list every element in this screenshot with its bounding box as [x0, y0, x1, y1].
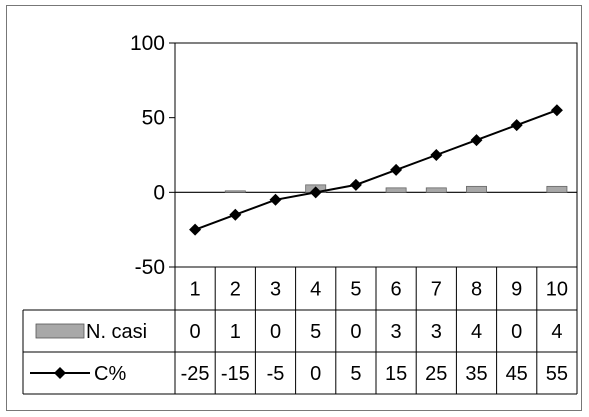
- category-label: 4: [310, 279, 321, 301]
- category-label: 8: [471, 279, 482, 301]
- table-cell: 0: [350, 321, 361, 343]
- data-point: [269, 193, 282, 206]
- plot-border: [174, 42, 578, 268]
- table-cell: 35: [465, 363, 487, 385]
- y-tick-label: 100: [130, 32, 165, 55]
- table-cell: 25: [425, 363, 447, 385]
- data-point: [229, 208, 242, 221]
- category-label: 3: [270, 279, 281, 301]
- y-axis: 100 50 0 -50: [130, 32, 175, 279]
- plot-area: [174, 42, 578, 268]
- bar: [224, 190, 246, 193]
- category-label: 7: [431, 279, 442, 301]
- data-point: [430, 149, 443, 161]
- category-label: 6: [391, 279, 402, 301]
- bar: [385, 187, 407, 193]
- table-cell: -25: [181, 363, 210, 385]
- data-point: [510, 119, 523, 132]
- data-point: [470, 134, 483, 147]
- table-cell: 55: [546, 363, 568, 385]
- legend-key-bar: [35, 323, 85, 339]
- table-cell: 0: [310, 363, 321, 385]
- chart-frame: [6, 5, 582, 411]
- table-cell: 0: [511, 321, 522, 343]
- table-cell: 5: [350, 363, 361, 385]
- table-cell: -5: [267, 363, 285, 385]
- table-cell: 0: [190, 321, 201, 343]
- data-point: [349, 178, 362, 191]
- series-line: [194, 109, 558, 231]
- category-label: 10: [546, 279, 568, 301]
- bar: [466, 185, 487, 193]
- bar: [425, 187, 447, 193]
- bar: [546, 185, 568, 193]
- table-cell: 5: [310, 321, 321, 343]
- table-cell: 15: [385, 363, 407, 385]
- table-cell: 3: [391, 321, 402, 343]
- category-label: 9: [511, 279, 522, 301]
- table-cell: 4: [471, 321, 482, 343]
- table-cell: 3: [431, 321, 442, 343]
- data-point: [309, 186, 322, 199]
- y-tick-label: -50: [135, 256, 165, 279]
- category-label: 2: [230, 279, 241, 301]
- legend-label: N. casi: [86, 321, 147, 343]
- table-cell: 1: [230, 321, 241, 343]
- y-tick-label: 0: [153, 181, 165, 204]
- category-label: 5: [350, 279, 361, 301]
- category-label: 1: [190, 279, 201, 301]
- table-cell: 4: [551, 321, 562, 343]
- y-tick-label: 50: [142, 107, 165, 130]
- legend-label: C%: [94, 363, 126, 385]
- legend-key-marker: [54, 367, 66, 379]
- table-cell: 0: [270, 321, 281, 343]
- data-point: [390, 163, 403, 176]
- data-point: [550, 104, 563, 117]
- table-cell: 45: [506, 363, 528, 385]
- data-table: 1 2 3 4 5 6 7 8 9 10N. casi 0 1 0 5 0 3 3 4 0 4C% -25 -15 -5 0 5…: [22, 266, 578, 395]
- data-point: [189, 223, 202, 236]
- table-cell: -15: [221, 363, 250, 385]
